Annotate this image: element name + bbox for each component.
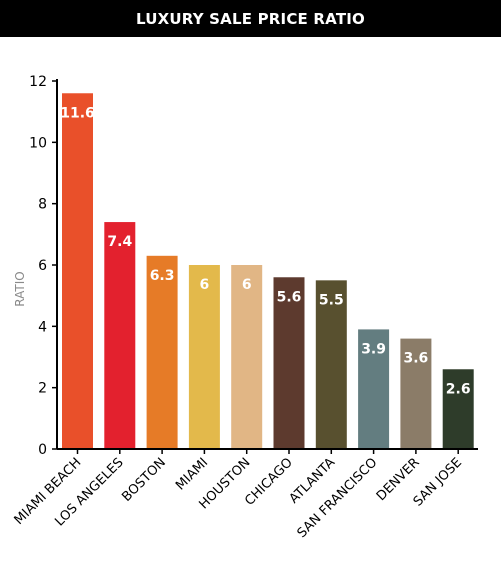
bar bbox=[231, 265, 263, 449]
bar-value-label: 11.6 bbox=[60, 105, 95, 121]
x-tick-label: MIAMI bbox=[173, 455, 211, 493]
x-tick-label: BOSTON bbox=[119, 455, 169, 505]
bar bbox=[315, 280, 347, 449]
bar bbox=[146, 255, 178, 449]
bar bbox=[442, 369, 474, 449]
x-tick-label: SAN FRANCISCO bbox=[295, 455, 381, 541]
chart-title: LUXURY SALE PRICE RATIO bbox=[136, 9, 365, 28]
bar bbox=[400, 338, 432, 449]
bar bbox=[188, 265, 220, 449]
y-axis-label: RATIO bbox=[13, 271, 27, 306]
y-tick-label: 4 bbox=[38, 319, 47, 335]
bars: 11.6 7.4 6.3 6 6 5.6 5.5 3.9 3.6 2.6 bbox=[60, 93, 474, 450]
y-axis-ticks: 0 2 4 6 8 10 12 bbox=[29, 74, 57, 458]
y-tick-label: 2 bbox=[38, 381, 47, 397]
bar-value-label: 3.6 bbox=[403, 351, 428, 367]
bar-value-label: 5.5 bbox=[319, 292, 344, 308]
bar bbox=[104, 222, 136, 449]
y-tick-label: 10 bbox=[29, 135, 47, 151]
y-tick-label: 6 bbox=[38, 258, 47, 274]
bar bbox=[62, 93, 93, 450]
bar-value-label: 6 bbox=[242, 277, 252, 293]
bar-value-label: 7.4 bbox=[107, 234, 132, 250]
bar-value-label: 5.6 bbox=[277, 289, 302, 305]
bar-value-label: 6 bbox=[200, 277, 210, 293]
bar-value-label: 3.9 bbox=[361, 341, 386, 357]
bar-value-label: 6.3 bbox=[150, 268, 175, 284]
bar bbox=[273, 277, 305, 449]
y-tick-label: 12 bbox=[29, 74, 47, 90]
y-tick-label: 0 bbox=[38, 442, 47, 458]
bar bbox=[358, 329, 390, 449]
bar-value-label: 2.6 bbox=[446, 381, 471, 397]
y-tick-label: 8 bbox=[38, 197, 47, 213]
chart-title-bar: LUXURY SALE PRICE RATIO bbox=[0, 0, 501, 37]
